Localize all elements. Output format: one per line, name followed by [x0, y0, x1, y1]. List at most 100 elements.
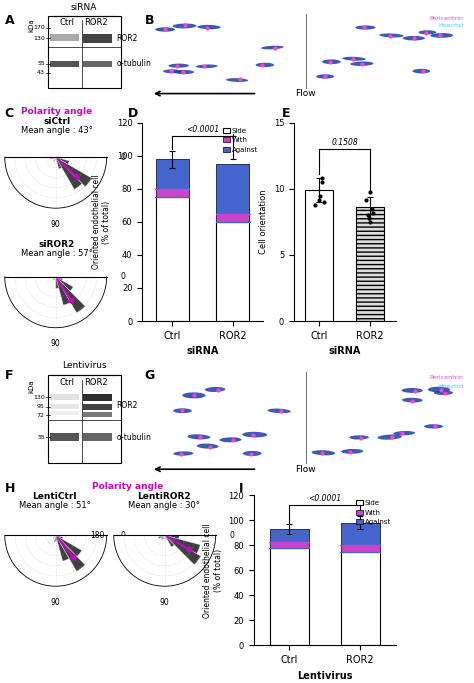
Bar	[163, 535, 164, 540]
Bar	[216, 214, 249, 222]
Text: A: A	[5, 14, 14, 27]
Bar	[161, 535, 164, 540]
Bar	[164, 535, 179, 539]
Bar	[56, 535, 69, 561]
Ellipse shape	[428, 387, 450, 393]
Text: Hoechst: Hoechst	[438, 385, 464, 389]
Bar	[83, 61, 112, 67]
Y-axis label: Oriented endothelial cell
(% of total): Oriented endothelial cell (% of total)	[203, 523, 223, 617]
Text: Mean angle : 51°: Mean angle : 51°	[18, 501, 91, 510]
Ellipse shape	[168, 64, 189, 68]
Bar	[83, 34, 112, 43]
Ellipse shape	[434, 391, 453, 395]
Bar	[341, 552, 380, 645]
Bar	[56, 277, 73, 291]
Ellipse shape	[243, 451, 262, 456]
Bar	[53, 277, 56, 280]
Ellipse shape	[163, 70, 181, 73]
Bar	[356, 208, 384, 321]
Ellipse shape	[187, 434, 210, 439]
Bar	[56, 277, 85, 313]
Ellipse shape	[316, 74, 334, 79]
Bar	[55, 277, 56, 280]
Ellipse shape	[197, 25, 221, 29]
Bar	[50, 394, 79, 400]
Y-axis label: Cell orientation: Cell orientation	[259, 190, 268, 254]
Text: 55: 55	[37, 61, 45, 66]
Text: Mean angle : 30°: Mean angle : 30°	[128, 501, 200, 510]
Bar	[83, 394, 112, 401]
Ellipse shape	[173, 23, 196, 29]
Text: α-tubulin: α-tubulin	[117, 433, 152, 442]
Text: ROR2: ROR2	[84, 378, 108, 387]
Text: I: I	[239, 482, 244, 494]
Bar	[51, 157, 56, 159]
Text: B: B	[145, 14, 154, 27]
Point	[366, 217, 374, 227]
Ellipse shape	[255, 63, 274, 67]
Bar	[50, 34, 79, 41]
Text: LentiROR2: LentiROR2	[364, 375, 409, 384]
Bar	[54, 535, 56, 537]
Text: 130: 130	[33, 395, 45, 400]
Ellipse shape	[173, 451, 193, 456]
Text: LentiCtrl: LentiCtrl	[32, 492, 77, 501]
Text: siROR2: siROR2	[371, 16, 401, 25]
Text: D: D	[128, 107, 138, 120]
Bar	[164, 535, 167, 540]
Bar	[341, 545, 380, 552]
Bar	[56, 157, 92, 186]
Bar	[56, 277, 71, 305]
Ellipse shape	[355, 25, 375, 29]
Text: siROR2: siROR2	[39, 240, 75, 249]
Point	[368, 204, 376, 214]
Text: Flow: Flow	[295, 464, 316, 474]
Text: 170: 170	[33, 25, 45, 30]
Bar	[53, 535, 56, 539]
Text: Ctrl: Ctrl	[60, 378, 75, 387]
Text: LentiROR2: LentiROR2	[137, 492, 191, 501]
Bar	[56, 535, 63, 539]
Bar	[48, 16, 120, 88]
Bar	[164, 535, 201, 565]
Ellipse shape	[401, 388, 423, 393]
Bar	[305, 191, 333, 321]
Ellipse shape	[322, 59, 341, 64]
Bar	[52, 535, 56, 536]
Text: 95: 95	[37, 404, 45, 409]
Ellipse shape	[267, 408, 291, 413]
Bar	[158, 535, 164, 539]
Bar	[55, 157, 56, 158]
Bar	[56, 277, 59, 288]
Bar	[56, 277, 63, 281]
Ellipse shape	[182, 393, 206, 398]
Ellipse shape	[393, 431, 415, 436]
Text: kDa: kDa	[28, 18, 34, 32]
Point	[366, 186, 374, 197]
Bar	[83, 404, 112, 410]
Point	[364, 210, 372, 221]
Text: 50μm: 50μm	[421, 78, 439, 83]
Text: kDa: kDa	[28, 380, 34, 393]
Text: Polarity angle: Polarity angle	[92, 482, 164, 490]
Point	[370, 207, 377, 218]
Ellipse shape	[342, 57, 365, 61]
Bar	[54, 535, 56, 542]
Text: E: E	[282, 107, 291, 120]
Bar	[56, 157, 63, 159]
X-axis label: siRNA: siRNA	[328, 346, 361, 357]
Text: 43: 43	[37, 70, 45, 75]
Point	[365, 212, 373, 223]
Text: Mean angle : 57°: Mean angle : 57°	[21, 249, 93, 258]
Bar	[51, 277, 56, 278]
Bar	[53, 157, 56, 162]
Legend: Side, With, Against: Side, With, Against	[221, 126, 260, 154]
Text: H: H	[5, 482, 15, 494]
Text: Polarity angle: Polarity angle	[21, 107, 92, 116]
Bar	[56, 277, 59, 278]
Point	[318, 173, 326, 184]
Y-axis label: Oriented endothelial cell
(% of total): Oriented endothelial cell (% of total)	[92, 175, 111, 269]
Point	[319, 177, 326, 188]
Bar	[55, 535, 56, 537]
Bar	[270, 542, 309, 548]
